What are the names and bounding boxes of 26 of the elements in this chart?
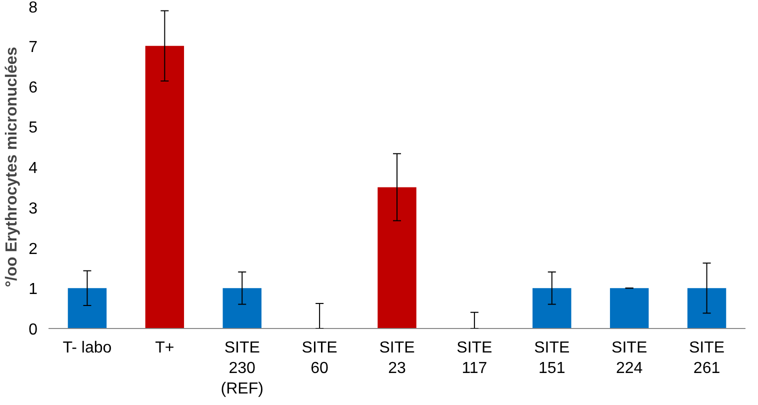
y-tick-label: 7	[28, 38, 38, 56]
bar	[68, 288, 107, 328]
bar	[145, 46, 184, 328]
bar	[610, 288, 649, 328]
y-tick-label: 3	[28, 200, 38, 218]
bar	[378, 187, 416, 328]
y-tick-label: 4	[28, 160, 38, 177]
y-tick-label: 0	[28, 322, 38, 338]
x-tick-label: SITE 117	[456, 340, 492, 377]
x-tick-label: SITE 60	[302, 340, 338, 377]
x-tick-label: T- labo	[62, 340, 112, 356]
bar	[532, 288, 572, 328]
x-tick-label: SITE 151	[534, 340, 570, 377]
y-tick-label: 2	[28, 240, 38, 258]
y-tick-label: 6	[28, 79, 38, 96]
x-tick-label: SITE 224	[612, 340, 648, 377]
x-tick-label: SITE 230 (REF)	[220, 340, 264, 398]
y-tick-label: 1	[28, 281, 38, 298]
y-axis-title: °/oo Erythrocytes micronuclées	[4, 46, 21, 288]
x-tick-label: SITE 261	[688, 340, 725, 377]
bar	[222, 288, 262, 328]
bar	[687, 288, 726, 328]
y-tick-label: 8	[28, 0, 38, 16]
x-tick-label: T+	[155, 340, 174, 356]
y-tick-label: 5	[28, 120, 38, 137]
x-tick-label: SITE 23	[379, 340, 415, 377]
